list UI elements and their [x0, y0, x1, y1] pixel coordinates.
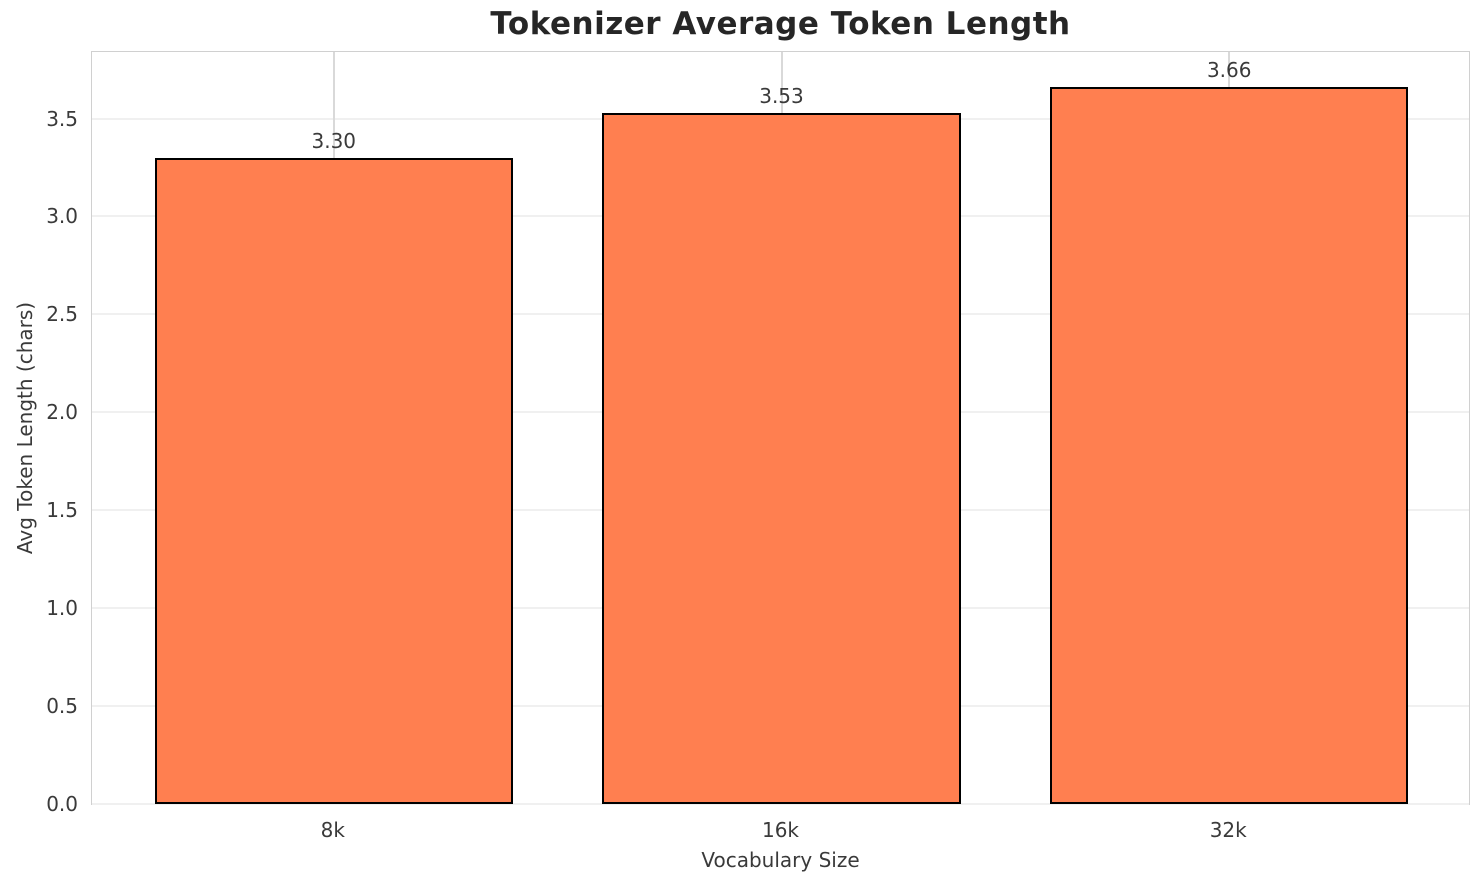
y-tick-label: 2.0	[46, 400, 78, 425]
y-tick-label: 1.5	[46, 498, 78, 523]
x-tick-label: 8k	[320, 818, 345, 842]
bar-8k	[154, 157, 513, 804]
bar-value-label: 3.53	[759, 83, 804, 108]
chart-title: Tokenizer Average Token Length	[490, 6, 1071, 42]
y-tick-label: 3.0	[46, 204, 78, 229]
bar-value-label: 3.66	[1206, 58, 1252, 83]
x-tick-label: 16k	[761, 818, 800, 842]
y-tick-label: 2.5	[46, 302, 78, 327]
y-tick-label: 0.5	[46, 694, 78, 719]
y-tick-label: 3.5	[46, 106, 78, 131]
bar-value-label: 3.30	[311, 128, 357, 153]
bar-16k	[602, 112, 961, 804]
bar-32k	[1050, 87, 1409, 804]
y-tick-label: 1.0	[46, 596, 78, 621]
x-tick-label: 32k	[1209, 818, 1247, 842]
gridline-horizontal	[92, 803, 1469, 805]
x-axis-label: Vocabulary Size	[701, 848, 860, 872]
plot-area: 3.30 3.53 3.66	[91, 51, 1470, 805]
y-tick-label: 0.0	[46, 792, 78, 816]
